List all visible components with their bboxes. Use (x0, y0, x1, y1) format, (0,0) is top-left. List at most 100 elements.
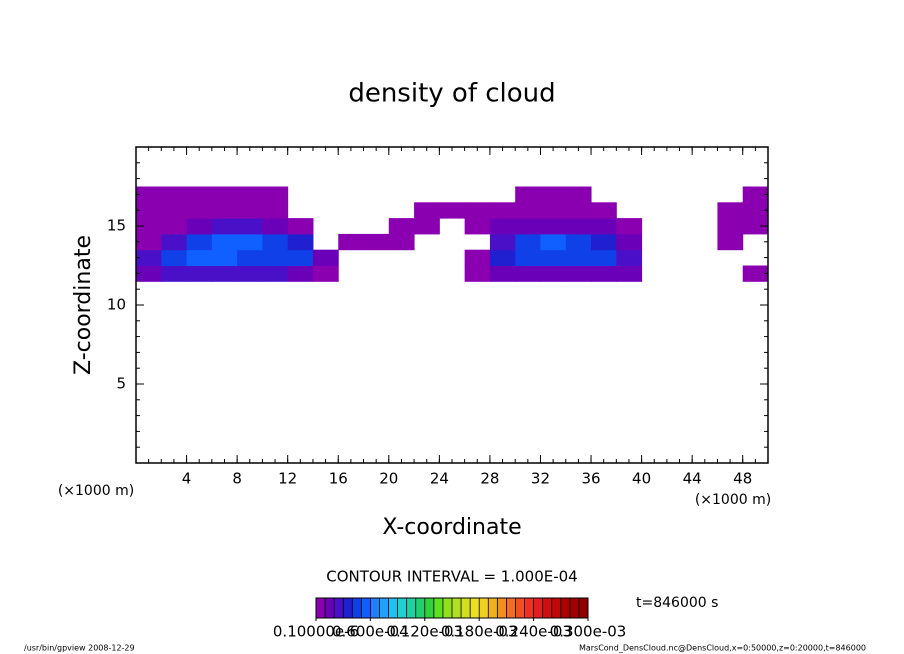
contour-cell (642, 234, 668, 250)
colorbar-segment (397, 598, 407, 618)
contour-cell (490, 187, 516, 203)
contour-cell (364, 202, 390, 218)
contour-cell (136, 233, 162, 251)
colorbar-segment (560, 598, 571, 618)
contour-cell (161, 186, 188, 203)
colorbar-tick-label: 0.10000e-6 (273, 623, 359, 641)
contour-cell (515, 218, 541, 235)
contour-cell (389, 250, 415, 266)
contour-cell (565, 233, 592, 251)
contour-cell (136, 186, 162, 203)
contour-cell (489, 218, 516, 235)
colorbar-segment (461, 598, 471, 618)
contour-cell (642, 266, 668, 282)
footer-left: /usr/bin/gpview 2008-12-29 (24, 644, 135, 653)
contour-cell (465, 234, 491, 250)
x-tick-label: 40 (632, 470, 651, 488)
contour-interval: CONTOUR INTERVAL = 1.000E-04 (326, 568, 577, 586)
contour-cell (439, 202, 466, 219)
colorbar-segment (506, 598, 516, 618)
time-label: t=846000 s (636, 595, 718, 611)
contour-cell (565, 265, 592, 282)
contour-cell (439, 266, 465, 282)
contour-cell (642, 250, 668, 266)
contour-cell (338, 233, 365, 251)
contour-cell (667, 218, 693, 234)
contour-cell (136, 249, 162, 266)
contour-cell (616, 187, 642, 203)
contour-cell (186, 249, 213, 266)
x-tick-label: 28 (480, 470, 499, 488)
contour-cell (489, 202, 516, 219)
contour-cell (388, 218, 415, 235)
x-tick-label: 12 (278, 470, 297, 488)
colorbar-tick-label: 0.120e-03 (386, 623, 463, 641)
x-tick-label: 20 (379, 470, 398, 488)
contour-cell (161, 218, 188, 235)
contour-cell (515, 265, 541, 282)
contour-cell (439, 187, 465, 203)
x-tick-label: 32 (531, 470, 550, 488)
contour-cell (616, 218, 643, 235)
colorbar-segment (433, 598, 444, 618)
contour-cell (364, 218, 390, 234)
contour-cell (237, 265, 263, 282)
contour-cell (692, 202, 718, 218)
contour-cell (540, 233, 567, 251)
colorbar-frame (315, 597, 589, 619)
contour-cell (211, 202, 238, 219)
contour-cell (237, 233, 263, 251)
contour-cell (692, 218, 718, 234)
x-tick-label: 16 (329, 470, 348, 488)
contour-cell (515, 202, 541, 219)
contour-cell (616, 202, 642, 218)
colorbar-segment (442, 598, 453, 618)
contour-cell (565, 249, 592, 266)
contour-cell (364, 250, 390, 266)
contour-cell (389, 187, 415, 203)
colorbar-segment (352, 598, 362, 618)
colorbar-segment (569, 598, 580, 618)
contour-cell (186, 202, 213, 219)
contour-cell (591, 218, 617, 235)
x-tick-label: 36 (581, 470, 600, 488)
x-unit-label: (×1000 m) (58, 483, 134, 499)
contour-cell (161, 202, 188, 219)
contour-cell (312, 249, 339, 266)
colorbar-segment (533, 598, 543, 618)
contour-cell (262, 202, 289, 219)
contour-cell (667, 250, 693, 266)
x-tick-label: 48 (733, 470, 752, 488)
colorbar-segment (415, 598, 426, 618)
contour-cell (287, 233, 314, 251)
contour-cell (717, 233, 744, 251)
colorbar-tick-label: 0.240e-03 (495, 623, 572, 641)
contour-cell (489, 249, 516, 266)
contour-cell (262, 233, 289, 251)
contour-cell (742, 218, 769, 235)
y-tick-label: 15 (107, 217, 126, 235)
contour-cell (540, 249, 567, 266)
contour-cell (414, 202, 440, 219)
contour-cell (161, 249, 188, 266)
colorbar-segment (316, 598, 326, 618)
contour-cell (692, 234, 718, 250)
colorbar-segment (361, 598, 371, 618)
contour-cell (287, 218, 314, 235)
contour-cell (338, 218, 364, 234)
contour-cell (313, 202, 339, 218)
contour-cell (211, 218, 238, 235)
contour-cell (591, 202, 617, 219)
contour-cell (186, 218, 213, 235)
contour-cell (667, 234, 693, 250)
contour-cell (742, 186, 769, 203)
colorbar-segment (424, 598, 435, 618)
contour-cell (237, 218, 263, 235)
contour-cell (717, 218, 744, 235)
contour-cell (540, 186, 567, 203)
contour-cell (515, 186, 541, 203)
contour-cell (211, 249, 238, 266)
y-axis-label: Z-coordinate (71, 235, 96, 375)
contour-cell (338, 266, 364, 282)
